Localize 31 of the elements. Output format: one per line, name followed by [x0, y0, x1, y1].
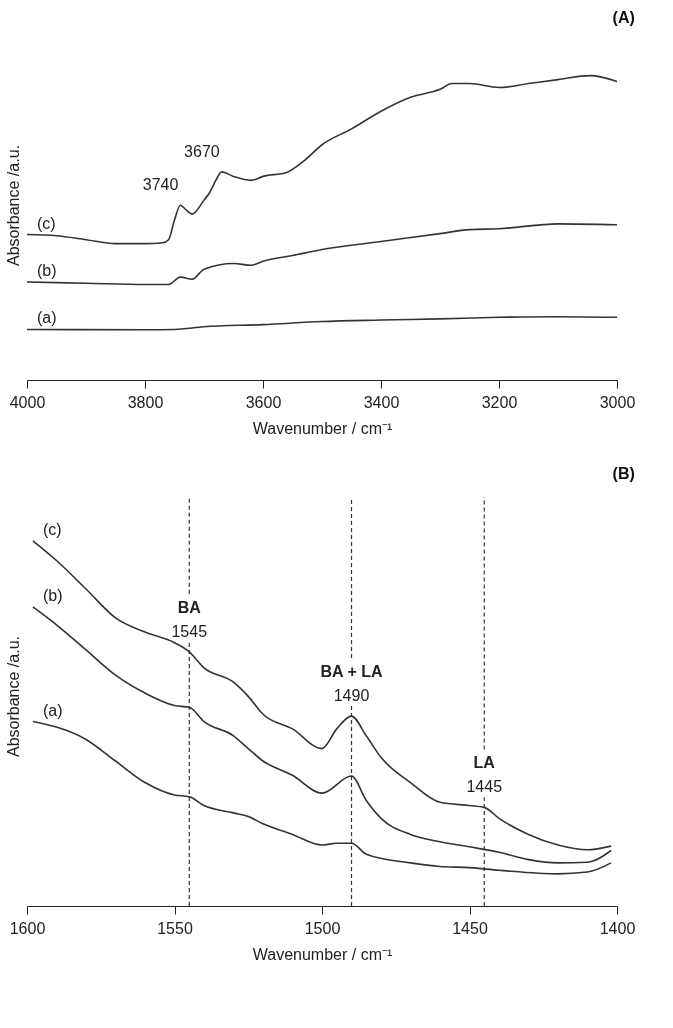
x-tick-label: 1400: [599, 919, 636, 937]
annotation: 3670: [184, 142, 220, 160]
x-tick-label: 4000: [9, 393, 46, 411]
annotation: 1445: [466, 778, 503, 796]
series-label: (c): [37, 214, 56, 232]
x-tick-label: 1600: [9, 919, 46, 937]
x-axis-title: Wavenumber / cm⁻¹: [252, 419, 393, 437]
series-label: (a): [42, 701, 63, 719]
ref-line-label: BA + LA: [320, 663, 383, 681]
y-axis-title: Absorbance /a.u.: [4, 145, 22, 266]
ref-line-label: LA: [473, 754, 496, 772]
x-tick-label: 1500: [304, 919, 341, 937]
series-label: (b): [42, 586, 63, 604]
x-tick-label: 1450: [452, 919, 488, 937]
chart-title: (A): [612, 9, 635, 26]
x-tick-label: 3800: [127, 393, 164, 411]
chart-title: (B): [612, 465, 635, 482]
x-axis-title: Wavenumber / cm⁻¹: [252, 945, 393, 963]
annotation: 3740: [142, 176, 179, 194]
annotation: 1545: [171, 622, 208, 640]
x-tick-label: 3400: [363, 393, 400, 411]
y-axis-title: Absorbance /a.u.: [4, 636, 22, 757]
x-tick-label: 3200: [481, 393, 518, 411]
x-tick-label: 1550: [157, 919, 193, 937]
x-tick-label: 3600: [245, 393, 282, 411]
series-label: (b): [37, 262, 57, 279]
ref-line-label: BA: [177, 598, 202, 616]
x-tick-label: 3000: [599, 393, 636, 411]
series-label: (c): [42, 520, 62, 538]
series-label: (a): [37, 309, 57, 327]
annotation: 1490: [333, 687, 370, 705]
